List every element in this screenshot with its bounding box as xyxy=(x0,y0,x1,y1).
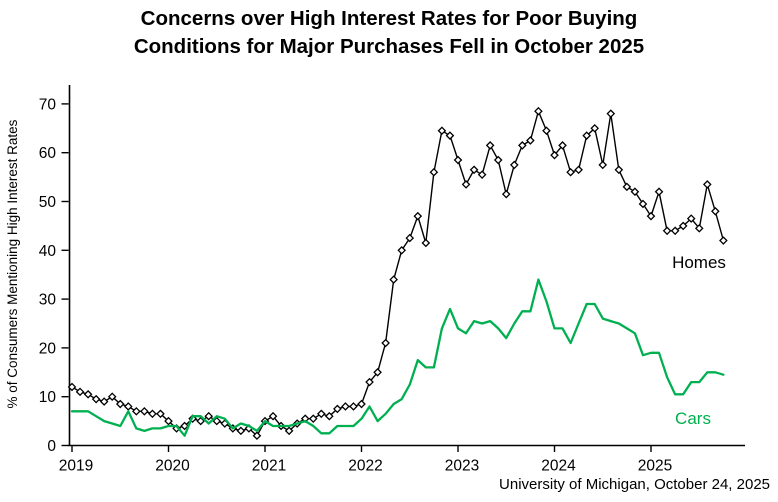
homes-marker xyxy=(268,411,278,421)
x-tick-label: 2025 xyxy=(638,458,672,475)
homes-marker xyxy=(140,407,149,416)
homes-marker xyxy=(542,126,551,136)
homes-marker xyxy=(156,409,165,419)
homes-marker xyxy=(469,165,479,175)
y-tick-label: 20 xyxy=(39,340,57,357)
homes-marker xyxy=(413,211,423,221)
y-tick-label: 30 xyxy=(39,292,57,309)
homes-marker xyxy=(614,165,624,175)
homes-marker xyxy=(550,150,559,160)
homes-marker xyxy=(662,226,672,236)
chart-title: Concerns over High Interest Rates for Po… xyxy=(0,5,778,61)
homes-marker xyxy=(83,389,93,399)
homes-marker xyxy=(638,199,648,209)
homes-marker xyxy=(421,238,431,248)
homes-marker xyxy=(148,409,157,419)
homes-marker xyxy=(99,397,109,406)
homes-marker xyxy=(646,211,656,221)
homes-marker xyxy=(485,141,495,150)
homes-marker xyxy=(526,136,535,145)
homes-marker xyxy=(711,206,720,216)
homes-marker xyxy=(75,387,85,397)
homes-marker xyxy=(453,155,463,165)
homes-marker xyxy=(284,426,294,436)
y-tick-label: 10 xyxy=(39,389,57,406)
homes-marker xyxy=(654,187,664,197)
x-tick-label: 2022 xyxy=(348,458,382,475)
homes-marker xyxy=(349,402,358,411)
series-label-homes: Homes xyxy=(672,253,726,272)
homes-marker xyxy=(598,160,608,170)
homes-marker xyxy=(107,392,117,402)
series-label-cars: Cars xyxy=(675,409,711,428)
homes-marker xyxy=(196,416,205,426)
homes-marker xyxy=(558,141,567,150)
homes-marker xyxy=(630,187,640,197)
homes-marker xyxy=(333,404,342,414)
homes-marker xyxy=(694,224,704,233)
homes-marker xyxy=(445,131,455,140)
homes-marker xyxy=(686,214,696,223)
homes-marker xyxy=(132,407,141,416)
homes-marker xyxy=(429,167,439,177)
homes-marker xyxy=(325,411,334,421)
homes-marker xyxy=(670,226,680,236)
chart-title-line1: Concerns over High Interest Rates for Po… xyxy=(140,7,638,30)
homes-marker xyxy=(582,131,591,140)
homes-line xyxy=(71,110,725,437)
homes-marker xyxy=(91,394,101,404)
homes-marker xyxy=(678,221,688,231)
homes-marker xyxy=(590,123,600,133)
y-tick-label: 60 xyxy=(39,145,57,162)
y-tick-label: 70 xyxy=(39,96,57,113)
homes-marker xyxy=(566,167,575,177)
homes-marker xyxy=(212,416,222,426)
homes-marker xyxy=(702,180,712,189)
homes-marker xyxy=(365,377,374,387)
homes-marker xyxy=(204,411,214,421)
homes-marker xyxy=(357,399,366,409)
homes-marker xyxy=(164,416,173,426)
homes-marker xyxy=(123,402,133,411)
homes-marker xyxy=(719,236,728,245)
x-tick-label: 2021 xyxy=(252,458,286,475)
homes-marker xyxy=(180,421,189,431)
homes-marker xyxy=(622,182,632,192)
homes-marker xyxy=(341,402,350,411)
source-attribution: University of Michigan, October 24, 2025 xyxy=(499,476,770,493)
homes-marker xyxy=(397,245,407,255)
y-tick-label: 50 xyxy=(39,194,57,211)
homes-marker xyxy=(252,431,262,441)
homes-marker xyxy=(389,275,398,284)
chart-title-line2: Conditions for Major Purchases Fell in O… xyxy=(133,35,645,58)
homes-marker xyxy=(316,409,326,419)
homes-marker xyxy=(405,233,415,243)
homes-marker xyxy=(509,160,519,170)
homes-marker xyxy=(518,141,527,150)
homes-marker xyxy=(236,426,246,436)
homes-marker xyxy=(574,165,583,175)
homes-marker xyxy=(308,414,318,423)
y-tick-label: 40 xyxy=(39,243,57,260)
x-tick-label: 2023 xyxy=(445,458,479,475)
x-tick-label: 2020 xyxy=(155,458,190,475)
homes-marker xyxy=(437,126,447,136)
homes-marker xyxy=(115,399,125,409)
homes-marker xyxy=(493,155,503,165)
homes-marker xyxy=(461,180,471,189)
homes-marker xyxy=(381,338,390,348)
homes-marker xyxy=(534,106,543,116)
x-tick-label: 2024 xyxy=(541,458,576,475)
y-tick-label: 0 xyxy=(47,438,56,455)
homes-marker xyxy=(477,170,487,179)
homes-marker xyxy=(67,382,77,392)
homes-marker xyxy=(373,367,382,377)
cars-line xyxy=(70,278,725,437)
homes-marker xyxy=(501,189,511,199)
homes-marker xyxy=(606,109,616,118)
x-tick-label: 2019 xyxy=(59,458,93,475)
